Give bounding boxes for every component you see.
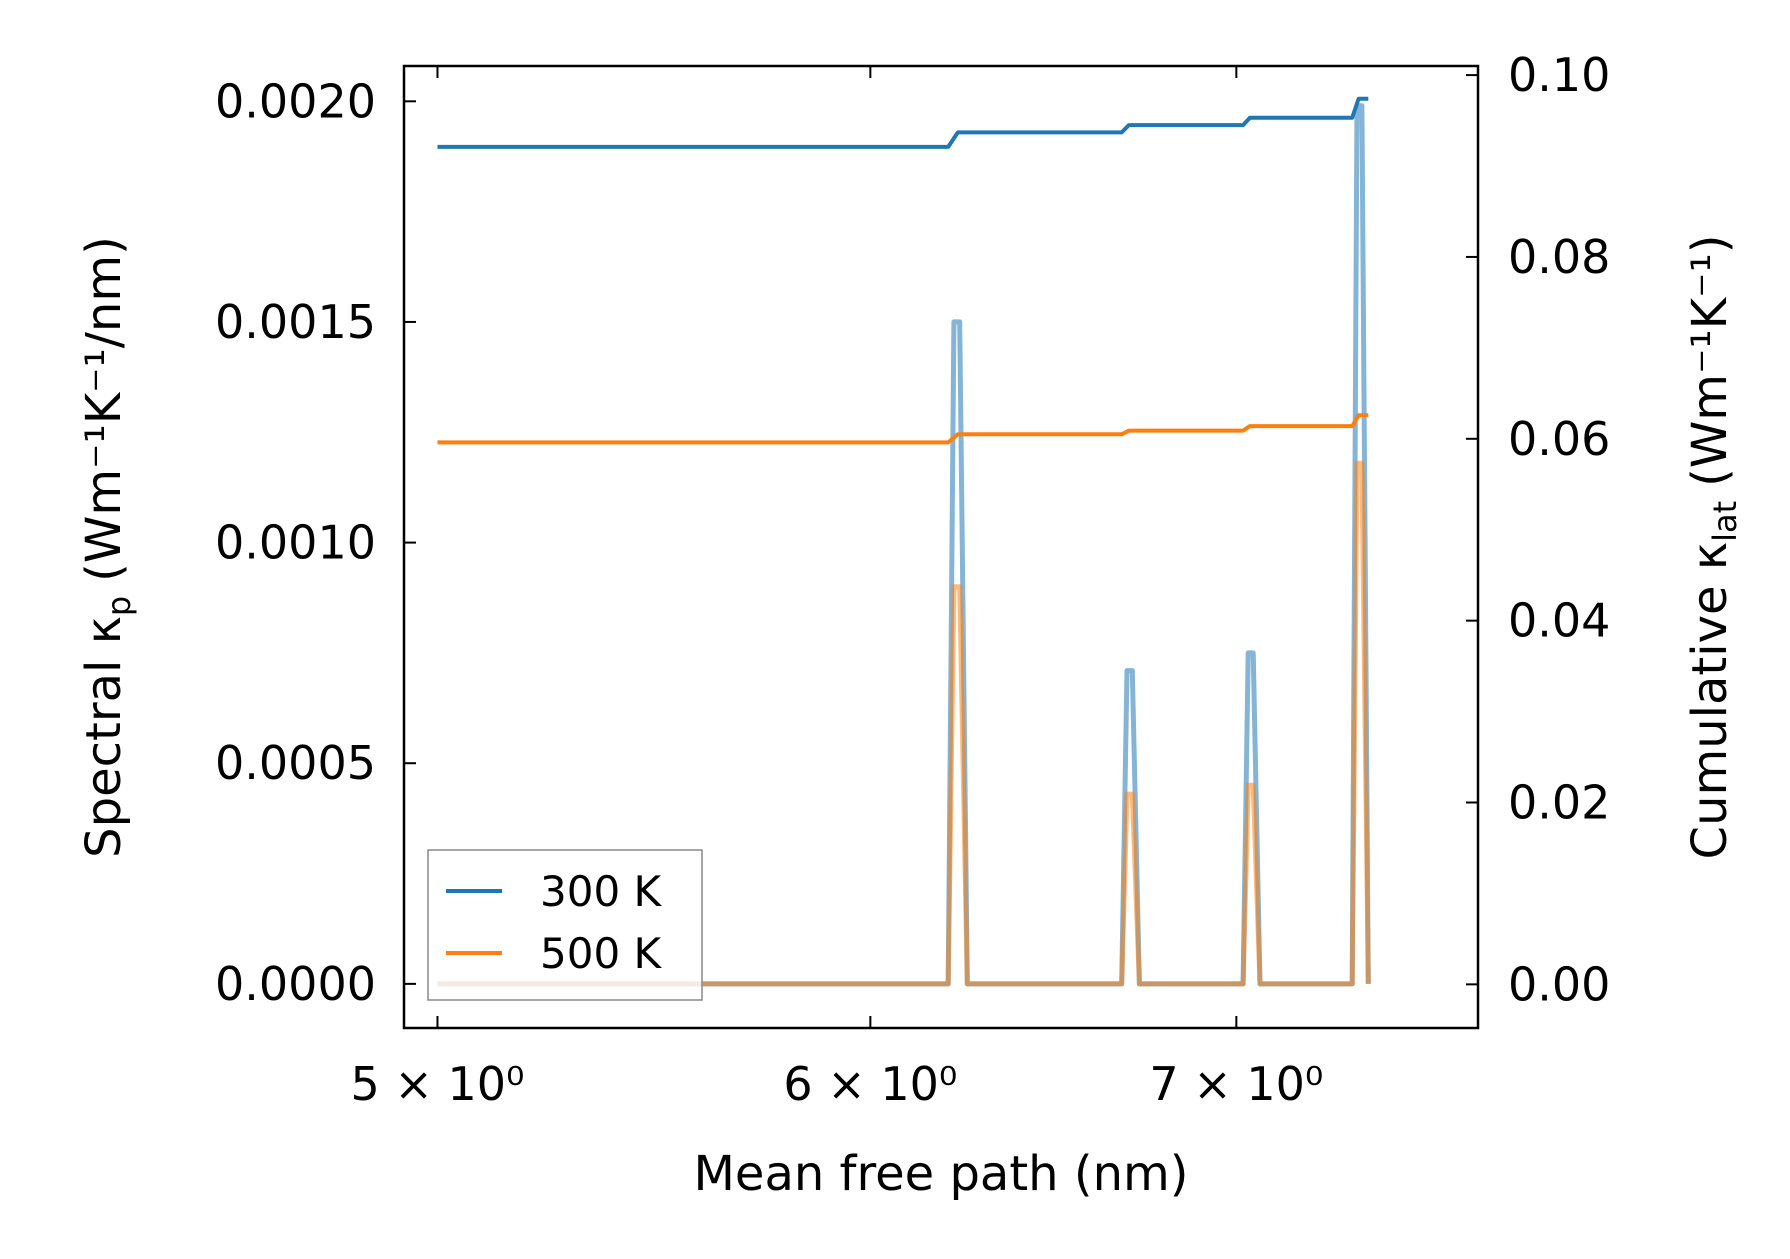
y-right-title-prefix: Cumulative κ xyxy=(1682,542,1738,860)
cumulative-line-300k xyxy=(437,96,1369,149)
y-left-title-unit: (Wm⁻¹K⁻¹/nm) xyxy=(76,236,132,582)
y-left-tick-label: 0.0020 xyxy=(215,74,376,128)
legend-label-500k: 500 K xyxy=(540,929,663,978)
y-right-tick-label: 0.08 xyxy=(1508,230,1610,284)
y-right-tick-label: 0.00 xyxy=(1508,957,1610,1011)
plot-frame xyxy=(402,64,1480,1030)
y-left-tick-label: 0.0000 xyxy=(215,957,376,1011)
y-right-tick-label: 0.06 xyxy=(1508,412,1610,466)
cumulative-lines xyxy=(437,96,1369,445)
x-tick-label: 7 × 10⁰ xyxy=(1149,1057,1323,1111)
legend: 300 K 500 K xyxy=(427,849,703,1001)
x-tick-label: 6 × 10⁰ xyxy=(783,1057,957,1111)
spectral-lines xyxy=(437,103,1371,987)
x-tick-label: 5 × 10⁰ xyxy=(350,1057,524,1111)
cumulative-line-500k xyxy=(437,413,1369,445)
y-right-tick-label: 0.10 xyxy=(1508,48,1610,102)
y-right-tick-label: 0.02 xyxy=(1508,776,1610,830)
y-left-title-sub: p xyxy=(100,596,138,616)
legend-box xyxy=(427,849,703,1001)
y-right-title-sub: lat xyxy=(1706,501,1744,542)
y-right-tick-label: 0.04 xyxy=(1508,594,1610,648)
y-left-tick-label: 0.0015 xyxy=(215,295,376,349)
spectral-line-500k xyxy=(437,460,1371,987)
tick-labels: 5 × 10⁰ 6 × 10⁰ 7 × 10⁰ 0.0000 0.0005 0.0010 0… xyxy=(215,48,1610,1111)
y-left-tick-label: 0.0010 xyxy=(215,516,376,570)
y-left-title-prefix: Spectral κ xyxy=(76,616,132,858)
y-axis-left-title: Spectral κp (Wm⁻¹K⁻¹/nm) xyxy=(76,236,138,858)
legend-label-300k: 300 K xyxy=(540,867,663,916)
y-axis-right-title: Cumulative κlat (Wm⁻¹K⁻¹) xyxy=(1682,235,1744,860)
y-right-title-unit: (Wm⁻¹K⁻¹) xyxy=(1682,235,1738,487)
axis-ticks xyxy=(404,66,1478,1028)
x-axis-title: Mean free path (nm) xyxy=(694,1146,1189,1202)
y-left-tick-label: 0.0005 xyxy=(215,736,376,790)
